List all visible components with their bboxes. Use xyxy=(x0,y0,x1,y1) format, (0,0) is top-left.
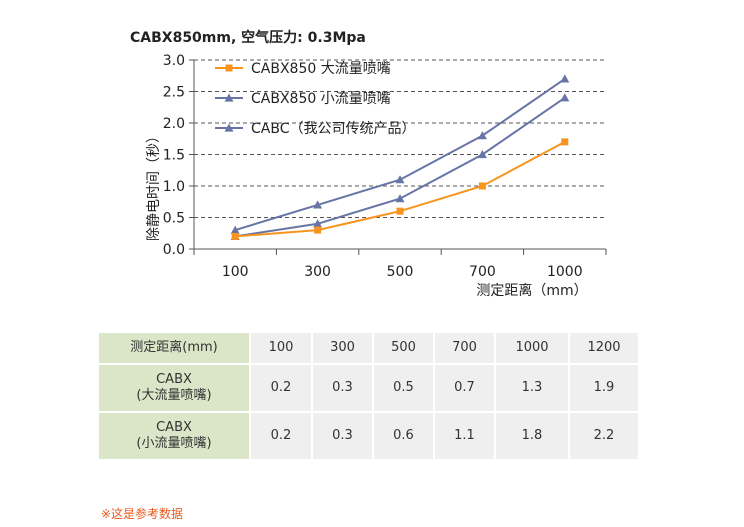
table-header-label: 测定距离(mm) xyxy=(97,331,251,365)
table-cell: 1.3 xyxy=(494,363,570,413)
table-cell: 0.5 xyxy=(372,363,435,413)
table-row-header: 测定距离(mm) 100 300 500 700 1000 1200 xyxy=(97,331,640,365)
series-line xyxy=(235,141,566,238)
y-tick-label: 0.0 xyxy=(163,242,185,258)
data-point-triangle xyxy=(395,175,405,184)
table-header-cell: 500 xyxy=(372,331,435,365)
data-point-triangle xyxy=(224,93,234,102)
table-cell: 1.8 xyxy=(494,411,570,461)
row-label-line1: CABX xyxy=(156,371,192,387)
row-label-line1: CABX xyxy=(156,419,192,435)
data-table: 测定距离(mm) 100 300 500 700 1000 1200 CABX … xyxy=(97,331,640,461)
table-row: CABX (小流量喷嘴) 0.2 0.3 0.6 1.1 1.8 2.2 xyxy=(97,411,640,461)
data-point-square xyxy=(396,207,404,215)
data-point-triangle xyxy=(477,150,487,159)
table-row: CABX (大流量喷嘴) 0.2 0.3 0.5 0.7 1.3 1.9 xyxy=(97,363,640,413)
legend-label: CABX850 大流量喷嘴 xyxy=(251,61,391,77)
data-point-square xyxy=(478,182,486,190)
table-header-cell: 700 xyxy=(433,331,496,365)
x-tick-label: 500 xyxy=(387,264,414,280)
x-tick-label: 700 xyxy=(469,264,496,280)
chart-title: CABX850mm, 空气压力: 0.3Mpa xyxy=(130,30,366,46)
x-tick-label: 1000 xyxy=(547,264,583,280)
y-tick-label: 0.5 xyxy=(163,211,185,227)
table-cell: 0.3 xyxy=(311,363,374,413)
data-point-triangle xyxy=(230,225,240,234)
table-header-cell: 100 xyxy=(249,331,313,365)
legend-label: CABX850 小流量喷嘴 xyxy=(251,91,391,107)
y-tick-label: 1.5 xyxy=(163,148,185,164)
table-header-cell: 1000 xyxy=(494,331,570,365)
y-tick-label: 2.5 xyxy=(163,85,185,101)
data-point-triangle xyxy=(560,74,570,83)
table-cell: 0.3 xyxy=(311,411,374,461)
x-tick-label: 300 xyxy=(304,264,331,280)
data-point-square xyxy=(231,232,239,240)
data-point-square xyxy=(314,226,322,234)
table-cell: 0.6 xyxy=(372,411,435,461)
data-point-triangle xyxy=(313,219,323,228)
table-cell: 0.2 xyxy=(249,411,313,461)
table-header-cell: 1200 xyxy=(568,331,640,365)
data-point-triangle xyxy=(224,123,234,132)
table-row-label: CABX (大流量喷嘴) xyxy=(97,363,251,413)
row-label-line2: (小流量喷嘴) xyxy=(136,436,212,451)
legend-label: CABC（我公司传统产品） xyxy=(251,121,416,137)
y-tick-label: 1.0 xyxy=(163,179,185,195)
x-tick-label: 100 xyxy=(222,264,249,280)
table-row-label: CABX (小流量喷嘴) xyxy=(97,411,251,461)
x-axis-label: 测定距离（mm） xyxy=(476,282,587,299)
data-point-square xyxy=(561,138,569,146)
reference-note: ※这是参考数据 xyxy=(101,507,184,521)
table-cell: 1.9 xyxy=(568,363,640,413)
line-chart: 0.0 0.5 1.0 1.5 2.0 2.5 3.0 100 300 500 700 1000 测定距… xyxy=(146,53,607,299)
data-point-triangle xyxy=(395,194,405,203)
y-tick-label: 2.0 xyxy=(163,116,185,132)
data-point-triangle xyxy=(477,131,487,140)
data-point-triangle xyxy=(560,93,570,102)
table-cell: 0.2 xyxy=(249,363,313,413)
y-axis-label: 除静电时间（秒） xyxy=(146,129,162,241)
table-cell: 1.1 xyxy=(433,411,496,461)
data-point-triangle xyxy=(313,200,323,209)
table-cell: 2.2 xyxy=(568,411,640,461)
y-tick-label: 3.0 xyxy=(163,53,185,69)
table-header-cell: 300 xyxy=(311,331,374,365)
table-cell: 0.7 xyxy=(433,363,496,413)
row-label-line2: (大流量喷嘴) xyxy=(136,388,212,403)
data-point-square xyxy=(225,64,233,72)
